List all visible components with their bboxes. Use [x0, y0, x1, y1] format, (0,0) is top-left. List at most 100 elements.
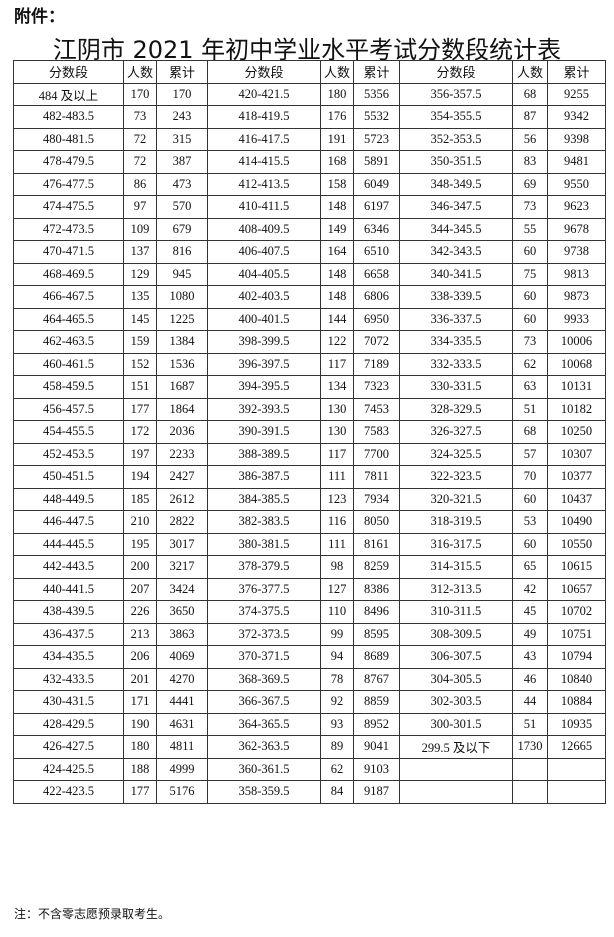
table-cell: 470-471.5 [13, 240, 124, 264]
table-cell: 109 [123, 217, 157, 241]
footnote: 注：不含零志愿预录取考生。 [14, 907, 171, 921]
table-cell: 6950 [353, 307, 400, 331]
table-row: 428-429.5 190 4631 364-365.5 93 8952 300-301.5… [13, 712, 606, 736]
table-cell: 73 [512, 195, 548, 219]
table-cell: 60 [512, 285, 548, 309]
table-cell: 330-331.5 [399, 375, 513, 399]
table-cell: 1536 [156, 352, 208, 376]
table-cell: 42 [512, 577, 548, 601]
table-cell: 338-339.5 [399, 285, 513, 309]
table-cell: 306-307.5 [399, 645, 513, 669]
table-cell: 6346 [353, 217, 400, 241]
table-cell: 346-347.5 [399, 195, 513, 219]
table-cell: 316-317.5 [399, 532, 513, 556]
table-row: 474-475.5 97 570 410-411.5 148 6197 346-347.5 7… [13, 195, 606, 219]
table-cell: 60 [512, 240, 548, 264]
table-cell: 72 [123, 127, 157, 151]
table-cell: 426-427.5 [13, 735, 124, 759]
table-cell: 372-373.5 [207, 622, 321, 646]
table-cell: 130 [320, 420, 354, 444]
table-cell: 130 [320, 397, 354, 421]
table-cell: 10307 [547, 442, 606, 466]
table-cell: 428-429.5 [13, 712, 124, 736]
table-cell: 10068 [547, 352, 606, 376]
table-cell: 10840 [547, 667, 606, 691]
table-cell: 7189 [353, 352, 400, 376]
table-cell: 410-411.5 [207, 195, 321, 219]
table-cell: 5532 [353, 105, 400, 129]
table-row: 446-447.5 210 2822 382-383.5 116 8050 318-319.… [13, 510, 606, 534]
table-cell: 75 [512, 262, 548, 286]
table-cell: 454-455.5 [13, 420, 124, 444]
table-cell: 4441 [156, 690, 208, 714]
table-cell: 62 [512, 352, 548, 376]
table-cell: 3217 [156, 555, 208, 579]
table-row: 438-439.5 226 3650 374-375.5 110 8496 310-311.… [13, 600, 606, 624]
table-cell: 378-379.5 [207, 555, 321, 579]
table-cell: 414-415.5 [207, 150, 321, 174]
table-cell: 9550 [547, 172, 606, 196]
table-cell: 10751 [547, 622, 606, 646]
table-cell: 137 [123, 240, 157, 264]
table-cell: 314-315.5 [399, 555, 513, 579]
table-row: 476-477.5 86 473 412-413.5 158 6049 348-349.5 6… [13, 172, 606, 196]
table-cell: 8386 [353, 577, 400, 601]
table-cell: 158 [320, 172, 354, 196]
table-cell: 83 [512, 150, 548, 174]
table-cell: 392-393.5 [207, 397, 321, 421]
table-cell: 2822 [156, 510, 208, 534]
table-cell: 2036 [156, 420, 208, 444]
table-cell: 69 [512, 172, 548, 196]
table-cell: 151 [123, 375, 157, 399]
table-cell: 816 [156, 240, 208, 264]
table-cell: 57 [512, 442, 548, 466]
table-cell: 44 [512, 690, 548, 714]
table-cell: 206 [123, 645, 157, 669]
column-header: 人数 [123, 60, 157, 84]
table-cell: 1080 [156, 285, 208, 309]
table-cell: 456-457.5 [13, 397, 124, 421]
table-cell: 408-409.5 [207, 217, 321, 241]
table-cell: 418-419.5 [207, 105, 321, 129]
table-cell: 185 [123, 487, 157, 511]
table-row: 422-423.5 177 5176 358-359.5 84 9187 [13, 780, 606, 804]
table-cell: 462-463.5 [13, 330, 124, 354]
table-cell: 111 [320, 465, 354, 489]
table-cell: 7700 [353, 442, 400, 466]
table-row: 454-455.5 172 2036 390-391.5 130 7583 326-327.… [13, 420, 606, 444]
table-cell: 420-421.5 [207, 82, 321, 106]
table-cell: 1687 [156, 375, 208, 399]
table-cell: 92 [320, 690, 354, 714]
table-cell: 9813 [547, 262, 606, 286]
table-row: 462-463.5 159 1384 398-399.5 122 7072 334-335.… [13, 330, 606, 354]
table-cell: 358-359.5 [207, 780, 321, 804]
table-cell: 55 [512, 217, 548, 241]
table-cell: 387 [156, 150, 208, 174]
table-cell: 8259 [353, 555, 400, 579]
table-cell: 111 [320, 532, 354, 556]
table-cell: 144 [320, 307, 354, 331]
table-cell: 135 [123, 285, 157, 309]
column-header: 累计 [547, 60, 606, 84]
table-cell: 99 [320, 622, 354, 646]
table-cell: 9103 [353, 757, 400, 781]
table-cell: 89 [320, 735, 354, 759]
table-cell: 1864 [156, 397, 208, 421]
table-cell: 51 [512, 712, 548, 736]
table-cell: 366-367.5 [207, 690, 321, 714]
table-cell: 344-345.5 [399, 217, 513, 241]
column-header: 累计 [353, 60, 400, 84]
table-cell: 9623 [547, 195, 606, 219]
table-cell: 364-365.5 [207, 712, 321, 736]
table-cell: 65 [512, 555, 548, 579]
table-row: 468-469.5 129 945 404-405.5 148 6658 340-341.5… [13, 262, 606, 286]
table-cell: 8161 [353, 532, 400, 556]
table-cell: 207 [123, 577, 157, 601]
table-cell: 380-381.5 [207, 532, 321, 556]
table-cell: 390-391.5 [207, 420, 321, 444]
table-cell: 304-305.5 [399, 667, 513, 691]
table-row: 472-473.5 109 679 408-409.5 149 6346 344-345.5… [13, 217, 606, 241]
table-cell: 1730 [512, 735, 548, 759]
table-cell: 398-399.5 [207, 330, 321, 354]
table-cell: 149 [320, 217, 354, 241]
